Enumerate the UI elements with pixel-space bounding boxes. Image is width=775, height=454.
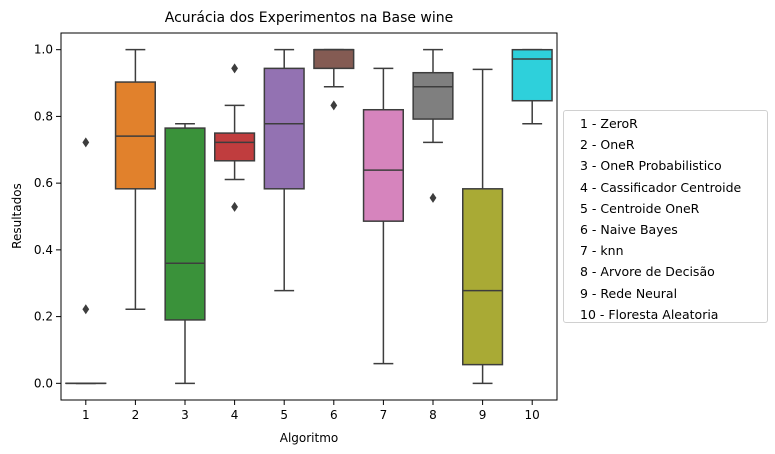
x-tick-label: 4	[231, 408, 239, 422]
box-group-6	[313, 48, 355, 111]
box-iqr	[362, 108, 404, 222]
box-iqr	[263, 67, 305, 190]
y-tick-label: 0.4	[34, 243, 53, 257]
legend-entry: 8 - Arvore de Decisão	[580, 264, 715, 280]
x-tick-label: 3	[181, 408, 189, 422]
box-group-10	[511, 48, 553, 125]
chart-title: Acurácia dos Experimentos na Base wine	[165, 10, 454, 26]
outlier-marker	[231, 63, 238, 74]
axes: 0.0 0.2 0.4 0.6 0.8 1.0 1 2 3 4 5 6 7 8 9 10	[34, 32, 574, 422]
box-iqr	[164, 127, 206, 321]
legend-entry: 10 - Floresta Aleatoria	[580, 306, 719, 322]
box-group-4	[214, 63, 256, 212]
x-tick-label: 6	[330, 408, 338, 422]
x-tick-label: 10	[525, 408, 540, 422]
y-tick-label: 0.6	[34, 176, 53, 190]
y-axis-label: Resultados	[10, 183, 24, 249]
box-iqr	[412, 71, 454, 120]
legend-entry: 4 - Cassificador Centroide	[580, 179, 742, 195]
y-tick-label: 1.0	[34, 43, 53, 57]
legend-entry: 1 - ZeroR	[580, 116, 638, 131]
box-group-5	[263, 48, 305, 292]
legend-entry: 9 - Rede Neural	[580, 285, 678, 301]
box-group-3	[164, 122, 206, 385]
box-group-8	[412, 48, 454, 203]
legend-entry: 5 - Centroide OneR	[580, 200, 700, 216]
x-axis-label: Algoritmo	[280, 431, 339, 445]
legend-entry: 6 - Naive Bayes	[580, 221, 678, 237]
outlier-marker	[82, 304, 90, 315]
x-tick-label: 1	[82, 408, 90, 422]
x-tick-label: 2	[132, 408, 140, 422]
outlier-marker	[82, 137, 90, 148]
x-tick-label: 8	[429, 408, 437, 422]
y-tick-label: 0.8	[34, 109, 53, 123]
box-group-9	[462, 68, 504, 385]
box-group-7	[362, 67, 404, 365]
legend-entry: 7 - knn	[580, 243, 624, 259]
legend: 1 - ZeroR 2 - OneR 3 - OneR Probabilistico…	[563, 110, 768, 323]
box-iqr	[462, 188, 504, 366]
plot-area	[65, 48, 553, 385]
outlier-marker	[231, 201, 238, 212]
legend-entry: 3 - OneR Probabilistico	[580, 158, 722, 174]
y-tick-label: 0.2	[34, 310, 53, 324]
y-tick-label: 0.0	[34, 376, 53, 390]
x-tick-label: 9	[479, 408, 487, 422]
outlier-marker	[429, 192, 437, 203]
outlier-marker	[330, 100, 338, 111]
x-tick-label: 7	[380, 408, 388, 422]
box-iqr	[214, 132, 256, 162]
x-tick-label: 5	[280, 408, 288, 422]
box-iqr	[511, 48, 553, 102]
box-iqr	[313, 48, 355, 70]
legend-entry: 2 - OneR	[580, 137, 635, 153]
box-group-1	[65, 137, 107, 385]
plot-frame	[60, 32, 558, 401]
box-group-2	[114, 48, 156, 311]
